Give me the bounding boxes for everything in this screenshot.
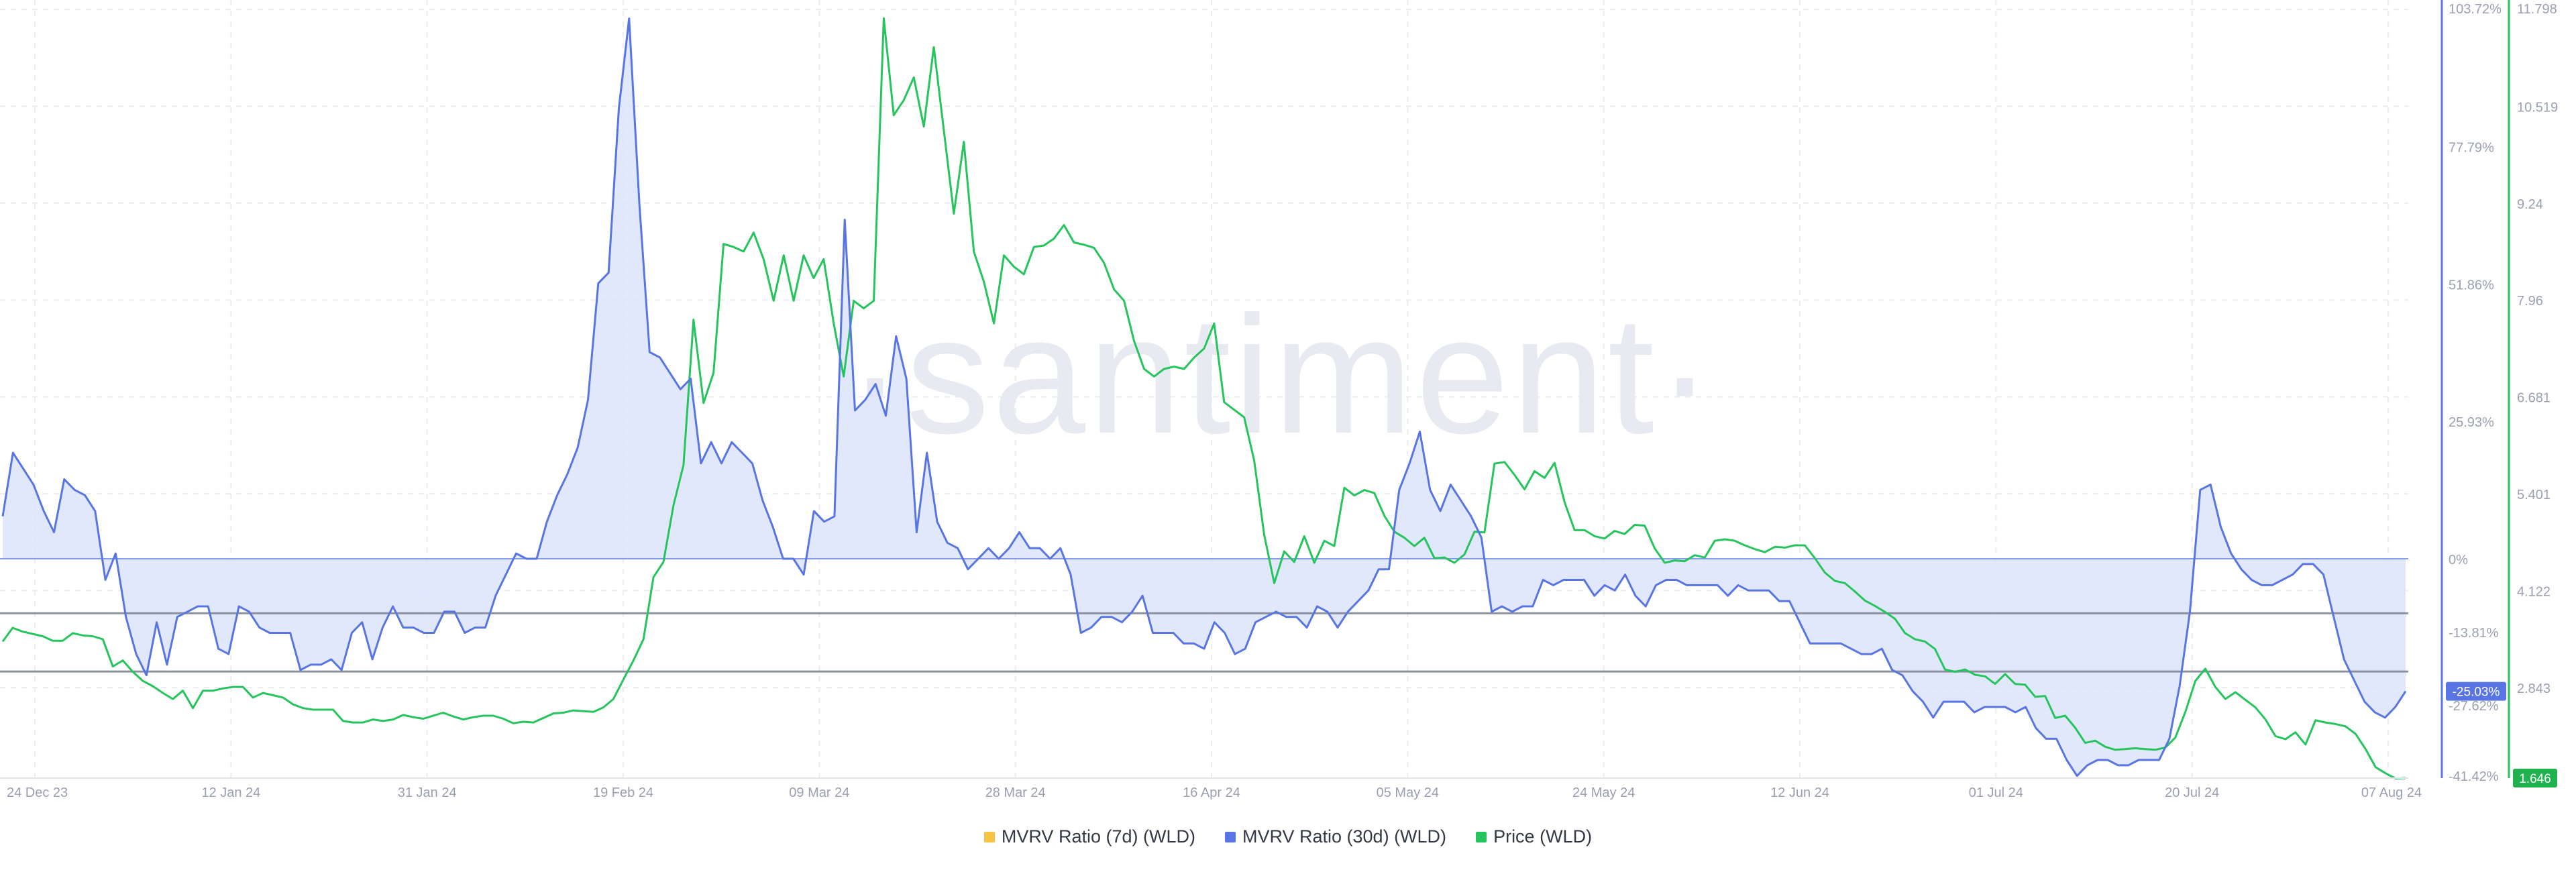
legend-label-mvrv-7d: MVRV Ratio (7d) (WLD): [1001, 826, 1195, 847]
legend-label-mvrv-30d: MVRV Ratio (30d) (WLD): [1242, 826, 1447, 847]
x-tick-label: 16 Apr 24: [1183, 785, 1240, 800]
mvrv-tick-label: 0%: [2449, 553, 2468, 567]
price-tick-label: 10.519: [2517, 100, 2558, 115]
legend-swatch-mvrv-7d: [983, 831, 995, 842]
x-tick-label: 24 May 24: [1572, 785, 1635, 800]
current-value-badges: -25.03% 1.646: [2446, 682, 2557, 787]
price-tick-label: 7.96: [2517, 294, 2543, 309]
price-line: [1, 17, 2406, 780]
legend-item-price[interactable]: Price (WLD): [1476, 826, 1592, 847]
mvrv-tick-label: -41.42%: [2449, 769, 2499, 784]
legend-swatch-price: [1476, 831, 1487, 842]
mvrv-tick-label: 51.86%: [2449, 278, 2494, 292]
mvrv-current-badge: [2446, 682, 2506, 701]
mvrv-tick-label: 77.79%: [2449, 141, 2494, 156]
x-tick-label: 12 Jan 24: [201, 785, 260, 800]
price-tick-label: 11.798: [2517, 2, 2557, 17]
x-tick-label: 19 Feb 24: [593, 785, 653, 800]
x-tick-label: 28 Mar 24: [985, 785, 1046, 800]
x-tick-label: 24 Dec 23: [7, 785, 68, 800]
price-tick-label: 9.24: [2517, 197, 2543, 212]
mvrv-tick-label: -13.81%: [2449, 626, 2499, 641]
mvrv-current-badge-text: -25.03%: [2453, 686, 2500, 700]
price-current-badge-text: 1.646: [2519, 772, 2551, 786]
x-tick-label: 05 May 24: [1377, 785, 1439, 800]
series-lines: [1, 17, 2407, 780]
x-tick-label: 31 Jan 24: [398, 785, 457, 800]
x-tick-label: 20 Jul 24: [2165, 785, 2219, 800]
price-tick-label: 4.122: [2517, 584, 2551, 599]
price-tick-label: 5.401: [2517, 488, 2551, 502]
mvrv-30d-area: [3, 18, 2406, 776]
legend-swatch-mvrv-30d: [1224, 831, 1236, 842]
legend: MVRV Ratio (7d) (WLD) MVRV Ratio (30d) (…: [0, 826, 2576, 847]
x-tick-label: 01 Jul 24: [1969, 785, 2023, 800]
x-tick-label: 12 Jun 24: [1770, 785, 1829, 800]
price-tick-label: 2.843: [2517, 682, 2551, 696]
mvrv-tick-label: 25.93%: [2449, 415, 2494, 430]
x-tick-label: 07 Aug 24: [2361, 785, 2422, 800]
legend-item-mvrv-7d[interactable]: MVRV Ratio (7d) (WLD): [983, 826, 1195, 847]
legend-item-mvrv-30d[interactable]: MVRV Ratio (30d) (WLD): [1224, 826, 1447, 847]
x-tick-label: 09 Mar 24: [789, 785, 849, 800]
price-tick-label: 6.681: [2517, 391, 2551, 406]
x-axis-labels: 24 Dec 23 12 Jan 24 31 Jan 24 19 Feb 24 09 M…: [7, 785, 2422, 800]
legend-label-price: Price (WLD): [1493, 826, 1593, 847]
axes: 103.72% 77.79% 51.86% 25.93% 0% -13.81% -27.62…: [0, 0, 2558, 784]
mvrv-tick-label: 103.72%: [2449, 2, 2502, 17]
mvrv-30d-fill: [3, 18, 2406, 776]
mvrv-30d-line: [1, 17, 2407, 777]
price-current-badge: [2513, 769, 2557, 787]
reference-lines: [0, 557, 2408, 673]
santiment-watermark: ·santiment·: [847, 281, 1715, 468]
mvrv-tick-label: -27.62%: [2449, 699, 2499, 714]
